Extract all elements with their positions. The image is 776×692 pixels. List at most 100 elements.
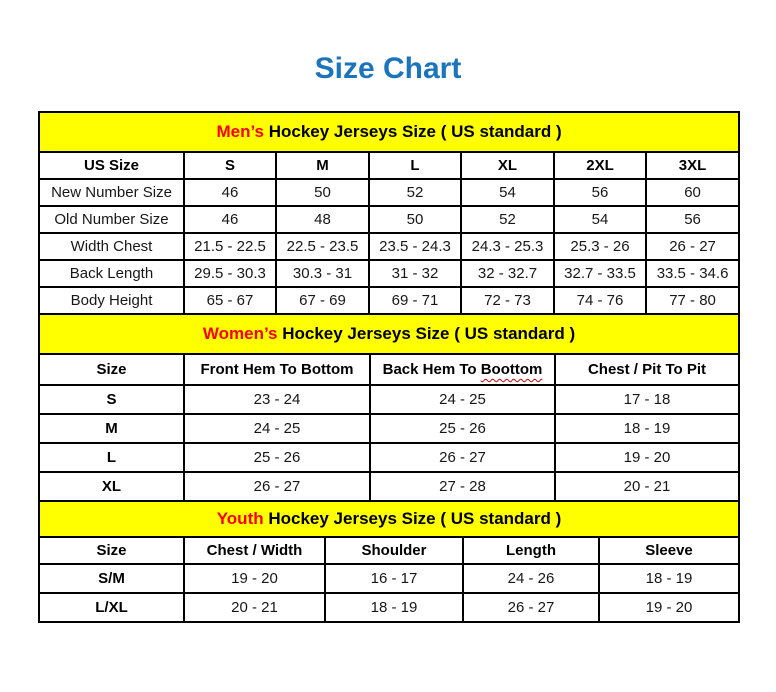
value-cell: 27 - 28 [369,471,556,502]
value-cell: 52 [460,205,555,234]
section-title-accent: Women’s [202,324,278,343]
value-cell: 24.3 - 25.3 [460,232,555,261]
value-cell: 24 - 25 [183,413,371,444]
value-cell: 26 - 27 [183,471,371,502]
row-label-cell: Old Number Size [38,205,185,234]
column-header-cell: L [368,151,462,180]
value-cell: 20 - 21 [553,471,741,502]
value-cell: 48 [275,205,370,234]
value-cell: 46 [183,178,277,207]
table-row: Body Height 65 - 67 67 - 69 69 - 71 72 - 73 7… [38,286,741,315]
column-header-cell: S [183,151,277,180]
value-cell: 60 [644,178,741,207]
value-cell: 26 - 27 [462,592,600,623]
value-cell: 16 - 17 [324,563,464,594]
value-cell: 30.3 - 31 [275,259,370,288]
row-label-cell: Body Height [38,286,185,315]
value-cell: 56 [553,178,647,207]
value-cell: 25 - 26 [369,413,556,444]
value-cell: 25 - 26 [183,442,371,473]
value-cell: 24 - 25 [369,384,556,415]
section-title-text: Hockey Jerseys Size ( US standard ) [277,324,576,343]
table-row: Back Length 29.5 - 30.3 30.3 - 31 31 - 32 32… [38,259,741,288]
page-title: Size Chart [314,52,462,85]
value-cell: 31 - 32 [368,259,462,288]
value-cell: 21.5 - 22.5 [183,232,277,261]
row-label-cell: New Number Size [38,178,185,207]
table-row: XL 26 - 27 27 - 28 20 - 21 [38,471,741,502]
value-cell: 72 - 73 [460,286,555,315]
value-cell: 29.5 - 30.3 [183,259,277,288]
column-header-cell: 3XL [644,151,741,180]
size-chart-container: Men’s Hockey Jerseys Size ( US standard … [37,111,741,623]
table-row: M 24 - 25 25 - 26 18 - 19 [38,413,741,444]
table-row: S/M 19 - 20 16 - 17 24 - 26 18 - 19 [38,563,740,594]
misspelled-word: Boottom [480,361,543,378]
column-header-cell: M [275,151,370,180]
table-row: Width Chest 21.5 - 22.5 22.5 - 23.5 23.5 - … [38,232,741,261]
value-cell: 54 [460,178,555,207]
column-header-cell: US Size [38,151,185,180]
section-title-text: Hockey Jerseys Size ( US standard ) [264,122,562,141]
value-cell: 54 [553,205,647,234]
value-cell: 24 - 26 [462,563,600,594]
column-header-cell: Front Hem To Bottom [183,353,371,386]
table-row: New Number Size 46 50 52 54 56 60 [38,178,741,207]
value-cell: 50 [368,205,462,234]
row-label-cell: M [38,413,185,444]
mens-size-table: Men’s Hockey Jerseys Size ( US standard … [37,111,741,315]
column-header-cell: XL [460,151,555,180]
column-header-cell: Chest / Pit To Pit [553,353,741,386]
section-title-text: Hockey Jerseys Size ( US standard ) [263,509,562,528]
value-cell: 32.7 - 33.5 [553,259,647,288]
table-row: L 25 - 26 26 - 27 19 - 20 [38,442,741,473]
value-cell: 20 - 21 [183,592,326,623]
value-cell: 67 - 69 [275,286,370,315]
section-title-accent: Youth [216,509,264,528]
value-cell: 33.5 - 34.6 [644,259,741,288]
value-cell: 50 [275,178,370,207]
youth-size-table: Youth Hockey Jerseys Size ( US standard … [38,500,740,623]
value-cell: 22.5 - 23.5 [275,232,370,261]
value-cell: 19 - 20 [598,592,740,623]
row-label-cell: Back Length [38,259,185,288]
value-cell: 18 - 19 [324,592,464,623]
column-header-cell: Chest / Width [183,536,326,565]
row-label-cell: S [38,384,185,415]
section-title-accent: Men’s [216,122,264,141]
row-label-cell: L [38,442,185,473]
column-header-cell: Shoulder [324,536,464,565]
row-label-cell: L/XL [38,592,185,623]
value-cell: 23.5 - 24.3 [368,232,462,261]
column-header-cell: 2XL [553,151,647,180]
column-header-cell: Length [462,536,600,565]
column-header-cell: Sleeve [598,536,740,565]
row-label-cell: S/M [38,563,185,594]
value-cell: 17 - 18 [553,384,741,415]
table-row: L/XL 20 - 21 18 - 19 26 - 27 19 - 20 [38,592,740,623]
column-header-cell: Back Hem To Boottom [369,353,556,386]
value-cell: 19 - 20 [183,563,326,594]
table-row: S 23 - 24 24 - 25 17 - 18 [38,384,741,415]
value-cell: 69 - 71 [368,286,462,315]
value-cell: 74 - 76 [553,286,647,315]
row-label-cell: XL [38,471,185,502]
youth-section-header-band: Youth Hockey Jerseys Size ( US standard … [38,500,740,538]
value-cell: 46 [183,205,277,234]
value-cell: 52 [368,178,462,207]
value-cell: 18 - 19 [553,413,741,444]
womens-section-header-band: Women’s Hockey Jerseys Size ( US standar… [37,313,741,355]
column-header-cell: Size [38,536,185,565]
value-cell: 19 - 20 [553,442,741,473]
value-cell: 23 - 24 [183,384,371,415]
value-cell: 26 - 27 [644,232,741,261]
value-cell: 32 - 32.7 [460,259,555,288]
mens-section-header-band: Men’s Hockey Jerseys Size ( US standard … [37,111,741,153]
value-cell: 18 - 19 [598,563,740,594]
value-cell: 56 [644,205,741,234]
row-label-cell: Width Chest [38,232,185,261]
table-row: Old Number Size 46 48 50 52 54 56 [38,205,741,234]
value-cell: 25.3 - 26 [553,232,647,261]
value-cell: 26 - 27 [369,442,556,473]
womens-size-table: Women’s Hockey Jerseys Size ( US standar… [37,313,741,502]
